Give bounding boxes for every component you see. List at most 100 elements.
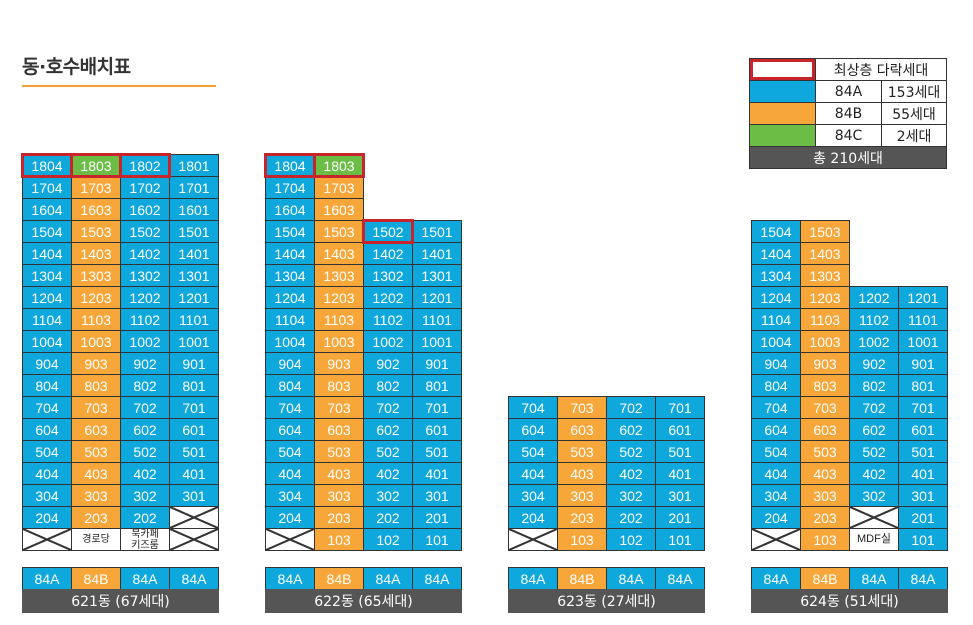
unit-cell: 1103 bbox=[314, 308, 364, 331]
unit-cell: 1203 bbox=[71, 286, 121, 309]
unit-cell: 304 bbox=[22, 484, 72, 507]
unit-cell: 1602 bbox=[120, 198, 170, 221]
legend-top-floor-swatch bbox=[749, 58, 816, 81]
unit-cell: 203 bbox=[314, 506, 364, 529]
unit-cell: 1203 bbox=[800, 286, 850, 309]
unit-cell: 204 bbox=[508, 506, 558, 529]
unit-cell: 303 bbox=[557, 484, 607, 507]
unit-cell: 1604 bbox=[22, 198, 72, 221]
unit-cell: 1604 bbox=[265, 198, 315, 221]
building-label: 621동 (67세대) bbox=[22, 589, 219, 613]
unit-cell: 1204 bbox=[265, 286, 315, 309]
unit-cell: 1302 bbox=[363, 264, 413, 287]
unit-cell: 101 bbox=[655, 528, 705, 551]
unit-cell: 402 bbox=[849, 462, 899, 485]
unit-cell: 1504 bbox=[751, 220, 801, 243]
unit-cell: 1003 bbox=[314, 330, 364, 353]
unit-cell: 702 bbox=[606, 396, 656, 419]
unit-type-cell: 84B bbox=[557, 567, 607, 590]
unit-cell: 602 bbox=[849, 418, 899, 441]
unit-cell: 303 bbox=[314, 484, 364, 507]
unit-cell: 602 bbox=[606, 418, 656, 441]
unit-cell: 302 bbox=[363, 484, 413, 507]
unit-cell: 1404 bbox=[22, 242, 72, 265]
unit-cell: 804 bbox=[751, 374, 801, 397]
unit-cell: 703 bbox=[557, 396, 607, 419]
unit-cell: 702 bbox=[849, 396, 899, 419]
unit-type-cell: 84B bbox=[71, 567, 121, 590]
legend-type-label: 84C bbox=[815, 124, 882, 147]
unit-cell: 803 bbox=[71, 374, 121, 397]
unit-cell: 1002 bbox=[849, 330, 899, 353]
unit-cell: 101 bbox=[898, 528, 948, 551]
empty-cell bbox=[169, 528, 219, 551]
unit-cell: 1603 bbox=[71, 198, 121, 221]
unit-cell: 1404 bbox=[265, 242, 315, 265]
unit-cell: 202 bbox=[606, 506, 656, 529]
unit-cell: 903 bbox=[314, 352, 364, 375]
unit-cell: 1204 bbox=[751, 286, 801, 309]
unit-cell: 1103 bbox=[800, 308, 850, 331]
unit-cell: 404 bbox=[751, 462, 801, 485]
unit-type-cell: 84A bbox=[120, 567, 170, 590]
unit-cell: 801 bbox=[898, 374, 948, 397]
unit-cell: 904 bbox=[751, 352, 801, 375]
unit-cell: 1704 bbox=[265, 176, 315, 199]
unit-cell: 604 bbox=[265, 418, 315, 441]
unit-cell-top-floor: 1502 bbox=[362, 219, 414, 244]
unit-cell: 403 bbox=[71, 462, 121, 485]
unit-cell: 303 bbox=[800, 484, 850, 507]
unit-cell: 302 bbox=[120, 484, 170, 507]
unit-cell: 1403 bbox=[314, 242, 364, 265]
unit-cell: 301 bbox=[898, 484, 948, 507]
unit-cell: 904 bbox=[265, 352, 315, 375]
facility-cell: MDF실 bbox=[849, 528, 899, 551]
unit-cell: 403 bbox=[800, 462, 850, 485]
unit-cell: 1303 bbox=[314, 264, 364, 287]
unit-cell: 1504 bbox=[265, 220, 315, 243]
unit-cell: 404 bbox=[265, 462, 315, 485]
unit-cell: 402 bbox=[606, 462, 656, 485]
unit-cell: 304 bbox=[508, 484, 558, 507]
unit-cell: 901 bbox=[412, 352, 462, 375]
unit-cell: 103 bbox=[800, 528, 850, 551]
legend-swatch-84a bbox=[749, 80, 816, 103]
unit-cell: 204 bbox=[22, 506, 72, 529]
unit-cell: 1004 bbox=[22, 330, 72, 353]
unit-cell: 302 bbox=[606, 484, 656, 507]
unit-cell-top-floor: 1803 bbox=[70, 153, 122, 178]
unit-cell: 1104 bbox=[751, 308, 801, 331]
empty-cell bbox=[508, 528, 558, 551]
unit-cell: 1102 bbox=[120, 308, 170, 331]
unit-cell: 1004 bbox=[265, 330, 315, 353]
legend-count: 153세대 bbox=[881, 80, 947, 103]
unit-cell: 704 bbox=[508, 396, 558, 419]
unit-cell: 1304 bbox=[265, 264, 315, 287]
unit-type-cell: 84A bbox=[265, 567, 315, 590]
unit-cell: 301 bbox=[412, 484, 462, 507]
unit-type-cell: 84A bbox=[363, 567, 413, 590]
unit-cell: 504 bbox=[508, 440, 558, 463]
unit-cell: 1101 bbox=[898, 308, 948, 331]
empty-cross-mark bbox=[266, 529, 314, 550]
unit-cell: 1304 bbox=[22, 264, 72, 287]
unit-cell: 703 bbox=[800, 396, 850, 419]
unit-cell: 1701 bbox=[169, 176, 219, 199]
unit-cell: 1403 bbox=[71, 242, 121, 265]
unit-cell: 1704 bbox=[22, 176, 72, 199]
unit-cell: 1203 bbox=[314, 286, 364, 309]
unit-cell: 501 bbox=[898, 440, 948, 463]
unit-cell: 1702 bbox=[120, 176, 170, 199]
unit-type-cell: 84A bbox=[412, 567, 462, 590]
title-underline bbox=[22, 85, 216, 87]
unit-cell: 903 bbox=[800, 352, 850, 375]
unit-cell: 101 bbox=[412, 528, 462, 551]
facility-cell: 경로당 bbox=[71, 528, 121, 551]
unit-cell: 1001 bbox=[898, 330, 948, 353]
unit-cell: 1503 bbox=[314, 220, 364, 243]
unit-cell: 202 bbox=[363, 506, 413, 529]
unit-cell: 103 bbox=[557, 528, 607, 551]
unit-cell: 1104 bbox=[22, 308, 72, 331]
unit-type-cell: 84A bbox=[22, 567, 72, 590]
building-label: 622동 (65세대) bbox=[265, 589, 462, 613]
